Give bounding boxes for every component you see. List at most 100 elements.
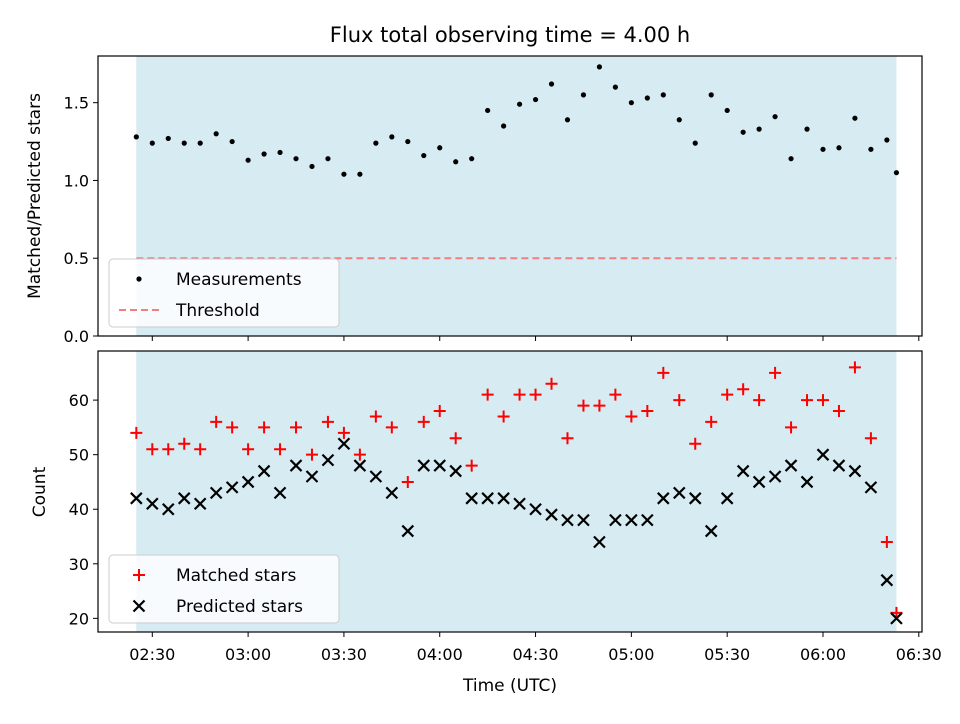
- matched-star-point: [290, 421, 303, 434]
- predicted-star-point: [193, 497, 207, 511]
- predicted-star-point: [832, 459, 846, 472]
- x-tick-label: 04:00: [417, 645, 463, 664]
- predicted-star-point: [768, 470, 782, 483]
- matched-star-point: [737, 383, 750, 396]
- matched-star-point: [705, 415, 718, 428]
- measurement-point: [660, 92, 666, 98]
- predicted-star-point: [816, 448, 830, 461]
- predicted-star-point: [864, 481, 878, 494]
- measurement-point: [548, 81, 555, 87]
- x-tick-label: 05:00: [608, 645, 654, 664]
- matched-star-point: [832, 405, 845, 418]
- matched-star-point: [481, 388, 494, 401]
- plot-frame: [97, 55, 923, 337]
- x-axis-label: Time (UTC): [462, 676, 557, 696]
- matched-star-point: [242, 443, 255, 456]
- predicted-star-point: [529, 502, 542, 516]
- measurement-point: [245, 157, 251, 163]
- measurement-point: [261, 151, 267, 157]
- measurement-point: [692, 140, 698, 146]
- matched-star-point: [210, 415, 223, 428]
- predicted-star-point: [545, 508, 558, 521]
- predicted-star-point: [289, 459, 303, 472]
- measurement-point: [596, 64, 603, 70]
- measurement-point: [373, 140, 379, 146]
- measurement-point: [804, 126, 810, 132]
- measurement-point: [341, 171, 347, 177]
- y-tick-label: 60: [69, 391, 89, 410]
- matched-star-point: [561, 432, 574, 445]
- measurement-point: [740, 129, 746, 135]
- legend-box: [108, 258, 340, 328]
- predicted-star-point: [146, 497, 159, 511]
- x-tick-label: 03:00: [225, 645, 271, 664]
- y-tick-label: 30: [69, 555, 89, 574]
- matched-star-point: [769, 366, 782, 379]
- matched-star-point: [226, 421, 239, 434]
- predicted-star-point: [641, 513, 654, 527]
- matched-star-point: [577, 399, 590, 412]
- predicted-star-point: [417, 459, 431, 472]
- predicted-star-point: [593, 535, 606, 549]
- matched-star-point: [593, 399, 606, 412]
- measurement-point: [309, 163, 315, 170]
- measurement-point: [453, 159, 459, 165]
- measurement-point: [165, 135, 171, 142]
- measurement-point: [516, 101, 523, 107]
- predicted-star-point: [736, 464, 750, 478]
- matched-star-point: [529, 388, 542, 401]
- measurement-point: [197, 140, 203, 146]
- predicted-star-point: [433, 459, 447, 472]
- x-tick-label: 06:30: [896, 645, 942, 664]
- matched-star-point: [305, 448, 318, 461]
- predicted-star-point: [369, 470, 383, 483]
- measurement-point: [325, 156, 331, 162]
- matched-star-point: [258, 421, 271, 434]
- predicted-star-point: [625, 513, 638, 527]
- measurement-point: [149, 140, 155, 146]
- predicted-star-point: [688, 492, 702, 505]
- y-tick-label: 1.0: [64, 171, 89, 190]
- predicted-star-point: [497, 492, 510, 505]
- measurement-point: [628, 100, 634, 106]
- legend-measurement-marker: [136, 276, 142, 282]
- plot-frame: [97, 350, 923, 633]
- measurement-point: [357, 171, 363, 177]
- matched-star-point: [864, 432, 877, 445]
- matched-star-point: [625, 410, 638, 423]
- top-y-axis-label: Matched/Predicted stars: [25, 93, 45, 299]
- x-tick-label: 05:30: [704, 645, 750, 664]
- predicted-star-point: [561, 513, 574, 527]
- predicted-star-point: [720, 492, 734, 505]
- measurement-point: [181, 140, 187, 146]
- measurement-point: [788, 156, 794, 162]
- matched-star-point: [785, 421, 798, 434]
- matched-star-point: [721, 388, 734, 401]
- matched-star-point: [433, 405, 446, 418]
- measurement-point: [277, 149, 283, 156]
- measurement-point: [724, 107, 730, 114]
- predicted-star-point: [880, 573, 894, 587]
- predicted-star-point: [401, 524, 415, 538]
- y-tick-label: 50: [69, 446, 89, 465]
- matched-star-point: [801, 394, 814, 407]
- y-tick-label: 20: [69, 609, 89, 628]
- legend-label: Threshold: [175, 301, 260, 321]
- matched-star-point: [194, 443, 207, 456]
- measurement-point: [580, 92, 587, 98]
- x-tick-label: 03:30: [321, 645, 367, 664]
- predicted-star-point: [209, 486, 223, 500]
- measurement-point: [532, 96, 539, 103]
- measurement-point: [893, 170, 900, 176]
- predicted-star-point: [273, 486, 287, 500]
- predicted-star-point: [890, 612, 903, 625]
- measurement-point: [868, 146, 874, 152]
- measurement-point: [485, 107, 491, 114]
- measurement-point: [820, 146, 826, 152]
- measurement-point: [469, 156, 475, 162]
- predicted-star-point: [305, 470, 319, 483]
- matched-star-point: [513, 388, 526, 401]
- matched-star-point: [274, 443, 287, 456]
- predicted-star-point: [385, 486, 399, 500]
